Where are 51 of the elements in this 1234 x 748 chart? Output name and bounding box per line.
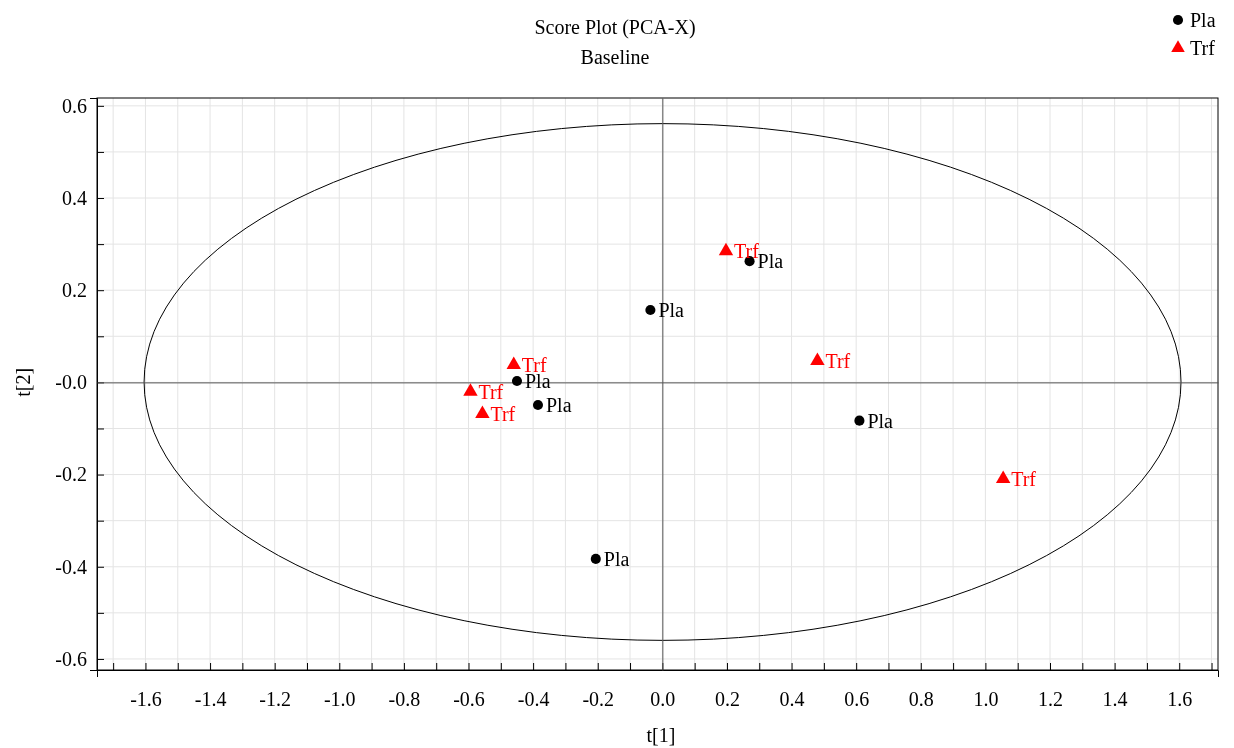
y-tick-label: -0.4 [55, 555, 87, 578]
y-tick-label: -0.0 [55, 371, 87, 394]
legend-label: Pla [1190, 9, 1216, 31]
y-tick-label: 0.4 [62, 186, 87, 209]
x-tick-label: -1.4 [194, 688, 227, 710]
y-tick-label: -0.6 [55, 647, 87, 670]
point [475, 405, 490, 418]
data-label: Trf [478, 380, 504, 403]
data-label: Pla [867, 409, 894, 432]
x-tick-label: -0.6 [453, 688, 485, 710]
y-axis-title: t[2] [12, 367, 34, 397]
data-label: Trf [490, 402, 516, 425]
y-tick-label: 0.6 [62, 94, 87, 117]
x-tick-label: 0.8 [908, 688, 934, 710]
x-tick-label: -0.8 [388, 688, 421, 710]
x-tick-label: 1.6 [1167, 688, 1193, 710]
x-tick-label: 1.4 [1102, 688, 1128, 710]
x-tick-label: 0.2 [714, 688, 740, 710]
point [645, 304, 656, 316]
x-tick-label: -1.6 [130, 688, 162, 710]
data-label: Pla [757, 250, 784, 273]
x-tick-label: -1.2 [259, 688, 292, 710]
point [463, 383, 478, 396]
chart-subtitle: Baseline [580, 46, 650, 68]
point [995, 470, 1011, 483]
x-tick-label: -1.0 [323, 688, 356, 710]
point [810, 352, 825, 365]
x-tick-label: 0.6 [844, 688, 870, 710]
x-tick-label: 1.0 [973, 688, 999, 710]
data-label: Pla [658, 299, 685, 322]
point [854, 415, 865, 426]
data-label: Trf [825, 349, 851, 372]
legend-label: Trf [1190, 37, 1216, 59]
y-tick-label: 0.2 [62, 279, 87, 302]
data-label: Trf [733, 240, 760, 263]
data-label: Pla [603, 547, 630, 570]
point [590, 553, 601, 564]
point [506, 356, 521, 370]
data-label: Trf [1011, 467, 1037, 490]
y-tick-label: -0.2 [55, 463, 87, 486]
x-axis-title: t[1] [646, 724, 676, 746]
x-tick-label: -0.4 [517, 688, 550, 710]
point [511, 375, 523, 387]
x-tick-label: 0.4 [779, 688, 805, 710]
chart-title: Score Plot (PCA-X) [534, 16, 696, 39]
data-label: Pla [545, 393, 572, 416]
x-tick-label: -0.2 [582, 688, 615, 710]
x-tick-label: 1.2 [1038, 688, 1064, 710]
x-tick-label: 0.0 [650, 688, 676, 710]
point [532, 399, 544, 411]
point [718, 242, 734, 256]
